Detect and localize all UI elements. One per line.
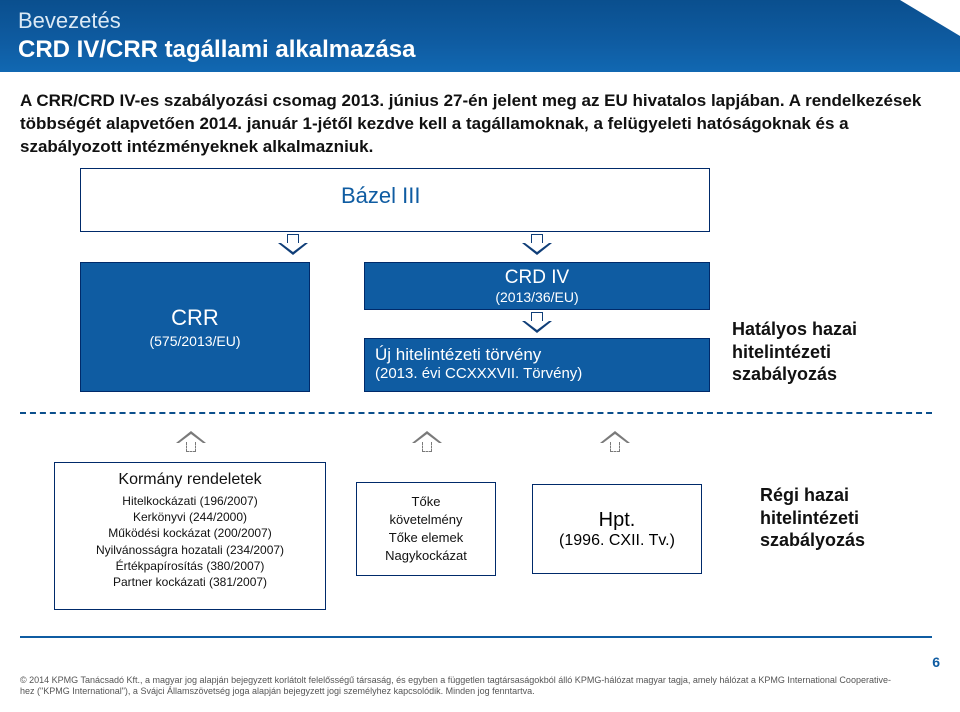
bazel-label: Bázel III: [341, 183, 420, 209]
arrow-toke-up: [412, 430, 442, 452]
crdiv-box: CRD IV (2013/36/EU): [364, 262, 710, 310]
intro-paragraph: A CRR/CRD IV-es szabályozási csomag 2013…: [20, 90, 932, 159]
kormany-box: Kormány rendeletek Hitelkockázati (196/2…: [54, 462, 326, 610]
arrow-crdiv-to-ujtorveny: [522, 312, 552, 334]
header-line1: Bevezetés: [18, 8, 960, 34]
crr-box: CRR (575/2013/EU): [80, 262, 310, 392]
diagram: Bázel III CRR (575/2013/EU) CRD IV (2013…: [20, 168, 932, 616]
regi-label: Régi hazai hitelintézeti szabályozás: [760, 484, 950, 552]
kormany-item: Hitelkockázati (196/2007): [65, 493, 315, 509]
slide: Bevezetés CRD IV/CRR tagállami alkalmazá…: [0, 0, 960, 712]
dashed-separator: [20, 412, 932, 414]
bazel-box: Bázel III: [80, 168, 710, 232]
crr-title: CRR: [171, 305, 219, 331]
kormany-item: Értékpapírosítás (380/2007): [65, 558, 315, 574]
page-number: 6: [932, 654, 940, 670]
hpt-box: Hpt. (1996. CXII. Tv.): [532, 484, 702, 574]
toke-line: Tőke: [412, 493, 441, 511]
slide-header: Bevezetés CRD IV/CRR tagállami alkalmazá…: [0, 0, 960, 72]
toke-line: Nagykockázat: [385, 547, 467, 565]
footer-rule: [20, 636, 932, 638]
header-corner-decor: [900, 0, 960, 36]
kormany-title: Kormány rendeletek: [65, 471, 315, 489]
toke-line: Tőke elemek: [389, 529, 463, 547]
ujtorveny-box: Új hitelintézeti törvény (2013. évi CCXX…: [364, 338, 710, 392]
ujtorveny-sub: (2013. évi CCXXXVII. Törvény): [375, 365, 699, 382]
crr-sub: (575/2013/EU): [149, 333, 240, 349]
arrow-hpt-up: [600, 430, 630, 452]
crdiv-sub: (2013/36/EU): [365, 289, 709, 305]
arrow-bazel-to-crr: [278, 234, 308, 256]
toke-box: Tőke követelmény Tőke elemek Nagykockáza…: [356, 482, 496, 576]
ujtorveny-title: Új hitelintézeti törvény: [375, 345, 699, 365]
arrow-kormany-up: [176, 430, 206, 452]
kormany-item: Partner kockázati (381/2007): [65, 574, 315, 590]
crdiv-title: CRD IV: [365, 263, 709, 289]
hatalyos-label: Hatályos hazai hitelintézeti szabályozás: [732, 318, 932, 386]
footer-text: © 2014 KPMG Tanácsadó Kft., a magyar jog…: [20, 675, 900, 698]
kormany-item: Kerkönyvi (244/2000): [65, 509, 315, 525]
hpt-sub: (1996. CXII. Tv.): [559, 532, 675, 550]
header-line2: CRD IV/CRR tagállami alkalmazása: [18, 36, 960, 64]
toke-line: követelmény: [390, 511, 463, 529]
hpt-title: Hpt.: [599, 509, 636, 532]
kormany-item: Működési kockázat (200/2007): [65, 525, 315, 541]
arrow-bazel-to-crdiv: [522, 234, 552, 256]
kormany-item: Nyilvánosságra hozatali (234/2007): [65, 542, 315, 558]
